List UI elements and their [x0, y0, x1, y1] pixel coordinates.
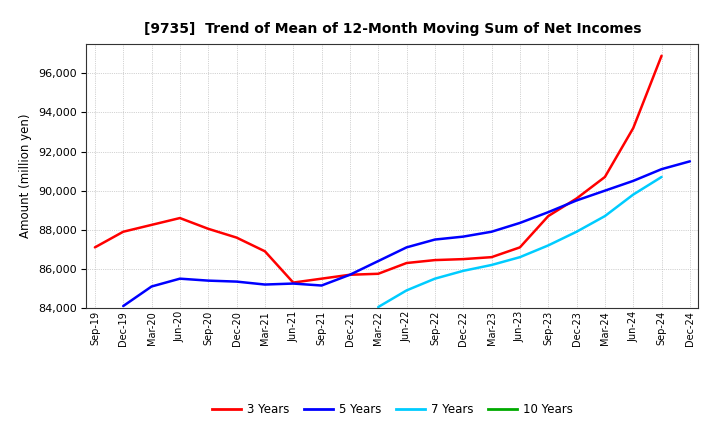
- 5 Years: [148, 284, 156, 289]
- 5 Years: [176, 276, 184, 281]
- 7 Years: [374, 304, 382, 310]
- 7 Years: [431, 276, 439, 281]
- 3 Years: [402, 260, 411, 266]
- 5 Years: [431, 237, 439, 242]
- Line: 7 Years: 7 Years: [378, 177, 662, 307]
- 3 Years: [544, 213, 552, 219]
- Line: 3 Years: 3 Years: [95, 56, 662, 282]
- 5 Years: [487, 229, 496, 235]
- 7 Years: [487, 262, 496, 268]
- 3 Years: [346, 272, 354, 277]
- Title: [9735]  Trend of Mean of 12-Month Moving Sum of Net Incomes: [9735] Trend of Mean of 12-Month Moving …: [144, 22, 641, 36]
- 3 Years: [374, 271, 382, 276]
- 5 Years: [233, 279, 241, 284]
- 5 Years: [289, 281, 297, 286]
- 3 Years: [516, 245, 524, 250]
- 5 Years: [204, 278, 212, 283]
- 7 Years: [657, 174, 666, 180]
- 3 Years: [600, 174, 609, 180]
- 3 Years: [459, 257, 467, 262]
- 5 Years: [544, 209, 552, 215]
- 3 Years: [431, 257, 439, 263]
- 3 Years: [629, 125, 637, 131]
- 5 Years: [600, 188, 609, 193]
- 7 Years: [544, 243, 552, 248]
- 5 Years: [516, 220, 524, 226]
- 7 Years: [459, 268, 467, 274]
- 3 Years: [233, 235, 241, 240]
- 7 Years: [572, 229, 581, 235]
- 3 Years: [148, 222, 156, 227]
- 3 Years: [204, 226, 212, 231]
- Line: 5 Years: 5 Years: [123, 161, 690, 306]
- 5 Years: [346, 272, 354, 277]
- 7 Years: [600, 213, 609, 219]
- 5 Years: [119, 304, 127, 309]
- 3 Years: [318, 276, 326, 281]
- Legend: 3 Years, 5 Years, 7 Years, 10 Years: 3 Years, 5 Years, 7 Years, 10 Years: [207, 398, 577, 421]
- 7 Years: [629, 192, 637, 197]
- 7 Years: [516, 254, 524, 260]
- 5 Years: [572, 198, 581, 203]
- Y-axis label: Amount (million yen): Amount (million yen): [19, 114, 32, 238]
- 3 Years: [572, 196, 581, 201]
- 3 Years: [487, 254, 496, 260]
- 3 Years: [119, 229, 127, 235]
- 5 Years: [402, 245, 411, 250]
- 5 Years: [459, 234, 467, 239]
- 5 Years: [629, 178, 637, 183]
- 3 Years: [289, 280, 297, 285]
- 5 Years: [261, 282, 269, 287]
- 5 Years: [374, 258, 382, 264]
- 3 Years: [261, 249, 269, 254]
- 3 Years: [657, 53, 666, 59]
- 3 Years: [91, 245, 99, 250]
- 5 Years: [685, 159, 694, 164]
- 5 Years: [657, 166, 666, 172]
- 7 Years: [402, 288, 411, 293]
- 5 Years: [318, 283, 326, 288]
- 3 Years: [176, 216, 184, 221]
